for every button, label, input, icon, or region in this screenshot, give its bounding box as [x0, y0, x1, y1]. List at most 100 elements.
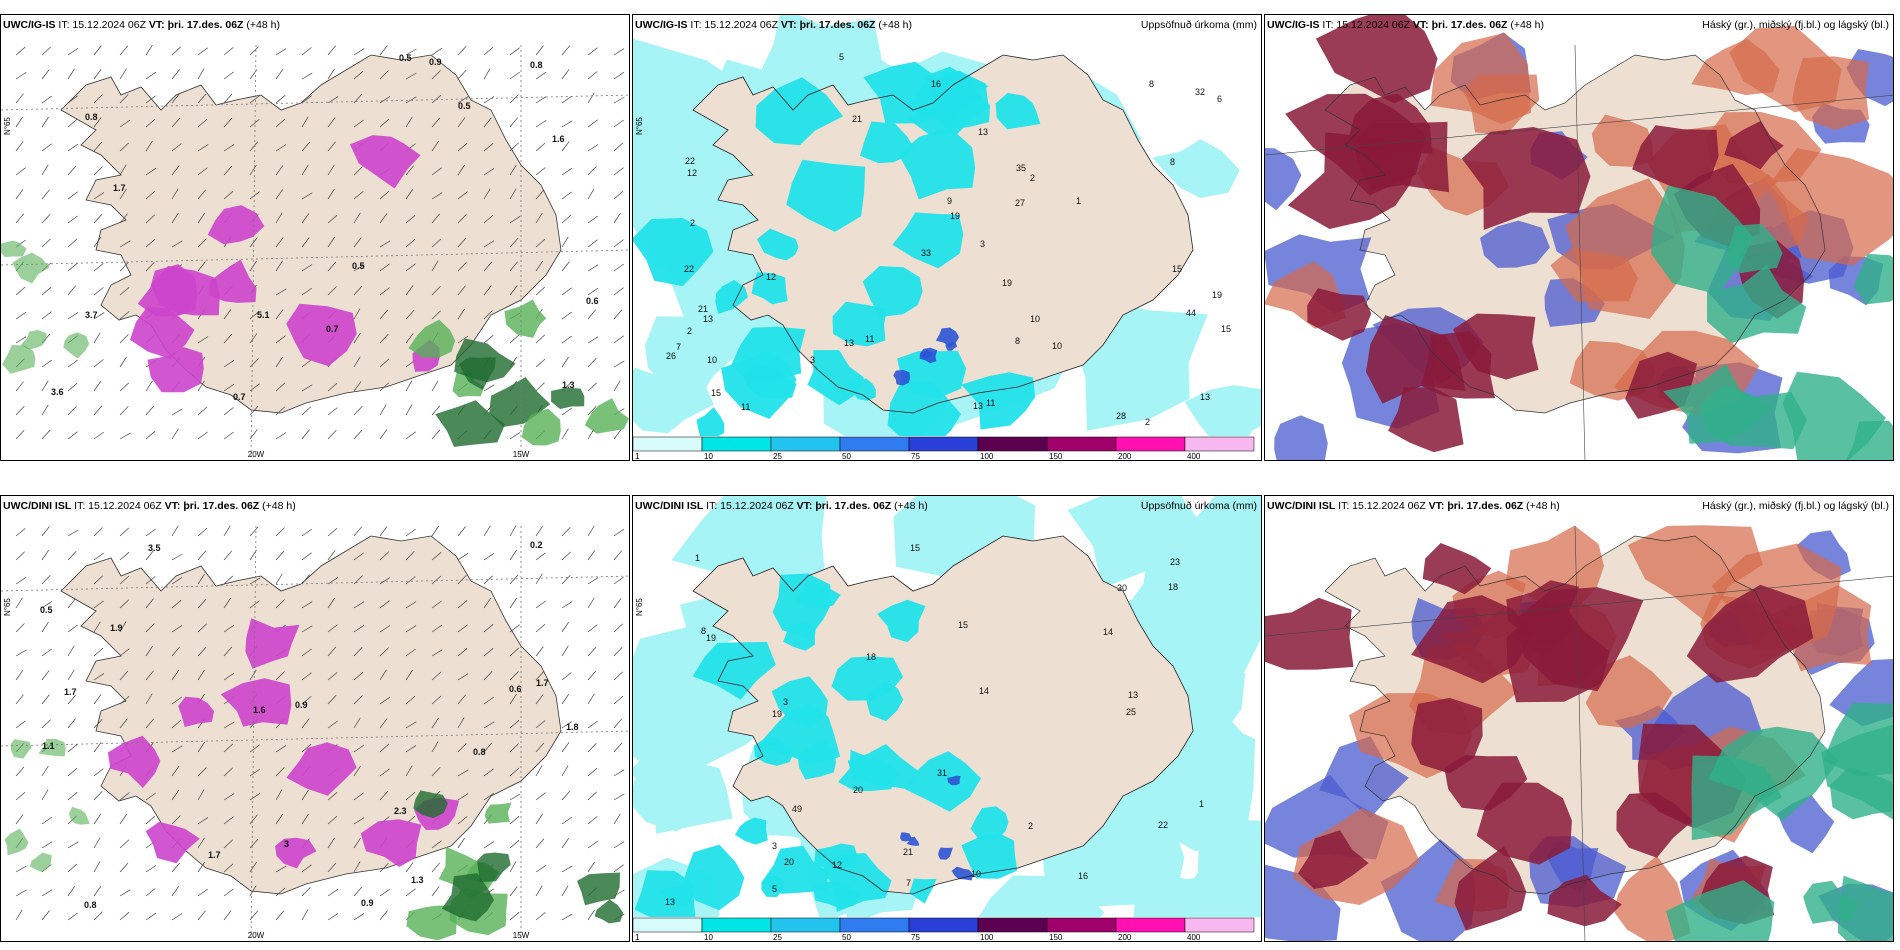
wind-barb	[197, 118, 208, 128]
wind-barb	[509, 597, 517, 609]
mid-cloud	[1767, 148, 1893, 266]
wind-barb	[535, 792, 546, 801]
value-label: 18	[1168, 582, 1178, 592]
precip-area	[692, 642, 776, 700]
colorbar-tick: 400	[1187, 933, 1201, 941]
value-label: 22	[685, 156, 695, 166]
wind-barb	[93, 236, 102, 248]
wind-barb	[119, 188, 127, 200]
wind-barb	[561, 311, 573, 320]
high-cloud	[1422, 543, 1492, 595]
wind-barb	[509, 793, 521, 801]
wind-barb	[561, 816, 573, 825]
wind-barb	[171, 669, 180, 681]
precip-area	[900, 832, 911, 842]
colorbar-tick: 150	[1049, 933, 1063, 941]
wind-barb	[613, 263, 625, 272]
wind-barb	[431, 575, 442, 585]
value-label: 13	[1128, 690, 1138, 700]
precip-area	[862, 266, 923, 318]
wind-barb	[197, 598, 207, 609]
wind-barb	[67, 143, 79, 152]
wind-barb	[509, 71, 521, 80]
wind-barb	[431, 286, 441, 296]
value-label: 13	[844, 338, 854, 348]
wind-barb	[119, 262, 129, 272]
wind-barb	[483, 575, 493, 585]
wind-barb	[587, 791, 598, 801]
wind-barb	[275, 288, 287, 296]
wind-barb	[301, 359, 312, 368]
value-label: 32	[1195, 87, 1205, 97]
wind-barb	[223, 721, 235, 729]
wind-barb	[15, 72, 27, 80]
wind-barb	[15, 141, 24, 152]
wind-barb	[275, 95, 286, 104]
wind-barb	[145, 167, 157, 176]
wind-barb	[353, 886, 363, 897]
value-label: 10	[1052, 341, 1062, 351]
wind-barb	[41, 719, 51, 729]
wind-barb	[171, 212, 179, 224]
wind-barb	[327, 862, 337, 873]
precip-area	[905, 751, 982, 812]
precip-area	[633, 758, 703, 832]
wind-barb	[509, 671, 519, 681]
wind-barb	[93, 885, 102, 897]
value-label: 25	[1126, 707, 1136, 717]
wind-barb	[41, 189, 50, 200]
wind-barb	[379, 240, 391, 248]
value-label: 1.7	[113, 183, 126, 193]
rain-area	[12, 252, 50, 284]
wind-barb	[613, 429, 622, 440]
wind-barb	[327, 141, 336, 152]
wind-barb	[535, 623, 546, 633]
wind-barb	[379, 70, 389, 80]
wind-barb	[93, 575, 103, 585]
wind-barb	[249, 793, 261, 801]
wind-barb	[145, 693, 153, 705]
wind-barb	[223, 597, 231, 609]
wind-barb	[93, 69, 102, 80]
wind-barb	[15, 694, 24, 705]
wind-barb	[483, 768, 494, 777]
wind-barb	[353, 285, 363, 296]
wind-barb	[41, 116, 49, 128]
wind-barb	[119, 718, 128, 729]
precip-area	[715, 280, 748, 314]
wind-barb	[67, 792, 78, 801]
wind-barb	[67, 68, 75, 80]
colorbar-swatch	[1184, 436, 1255, 452]
wind-barb	[353, 526, 362, 537]
wind-barb	[561, 95, 573, 104]
wind-barb	[93, 813, 102, 825]
precip-area	[786, 159, 866, 232]
wind-barb	[171, 188, 179, 200]
wind-barb	[15, 669, 24, 681]
wind-barb	[483, 670, 493, 681]
wind-barb	[535, 646, 544, 657]
low-cloud	[1274, 415, 1328, 460]
high-cloud	[1686, 584, 1814, 683]
mid-cloud	[1430, 32, 1532, 125]
wind-barb	[67, 841, 79, 849]
wind-barb	[145, 140, 153, 152]
wind-barb	[457, 793, 469, 801]
wind-barb	[327, 214, 338, 224]
wind-barb	[561, 69, 570, 80]
wind-barb	[41, 214, 51, 224]
colorbar-swatch	[908, 917, 979, 933]
mid-cloud	[1550, 247, 1638, 303]
value-label: 15	[958, 620, 968, 630]
value-label: 21	[903, 847, 913, 857]
colorbar-swatch	[1115, 917, 1186, 933]
wind-barb	[483, 553, 495, 561]
wind-barb	[197, 573, 205, 585]
map-dini-wind: 3 1.7 1.1 2.3 1.9 1.6 1.7 1.8 3.5 0.5 0.8 0.8 0.6 0.2…	[1, 525, 629, 941]
value-label: 12	[687, 168, 697, 178]
wind-barb	[197, 910, 206, 921]
wind-barb	[353, 601, 365, 609]
wind-barb	[353, 381, 362, 392]
wind-barb	[483, 168, 495, 176]
wind-barb	[41, 549, 49, 561]
